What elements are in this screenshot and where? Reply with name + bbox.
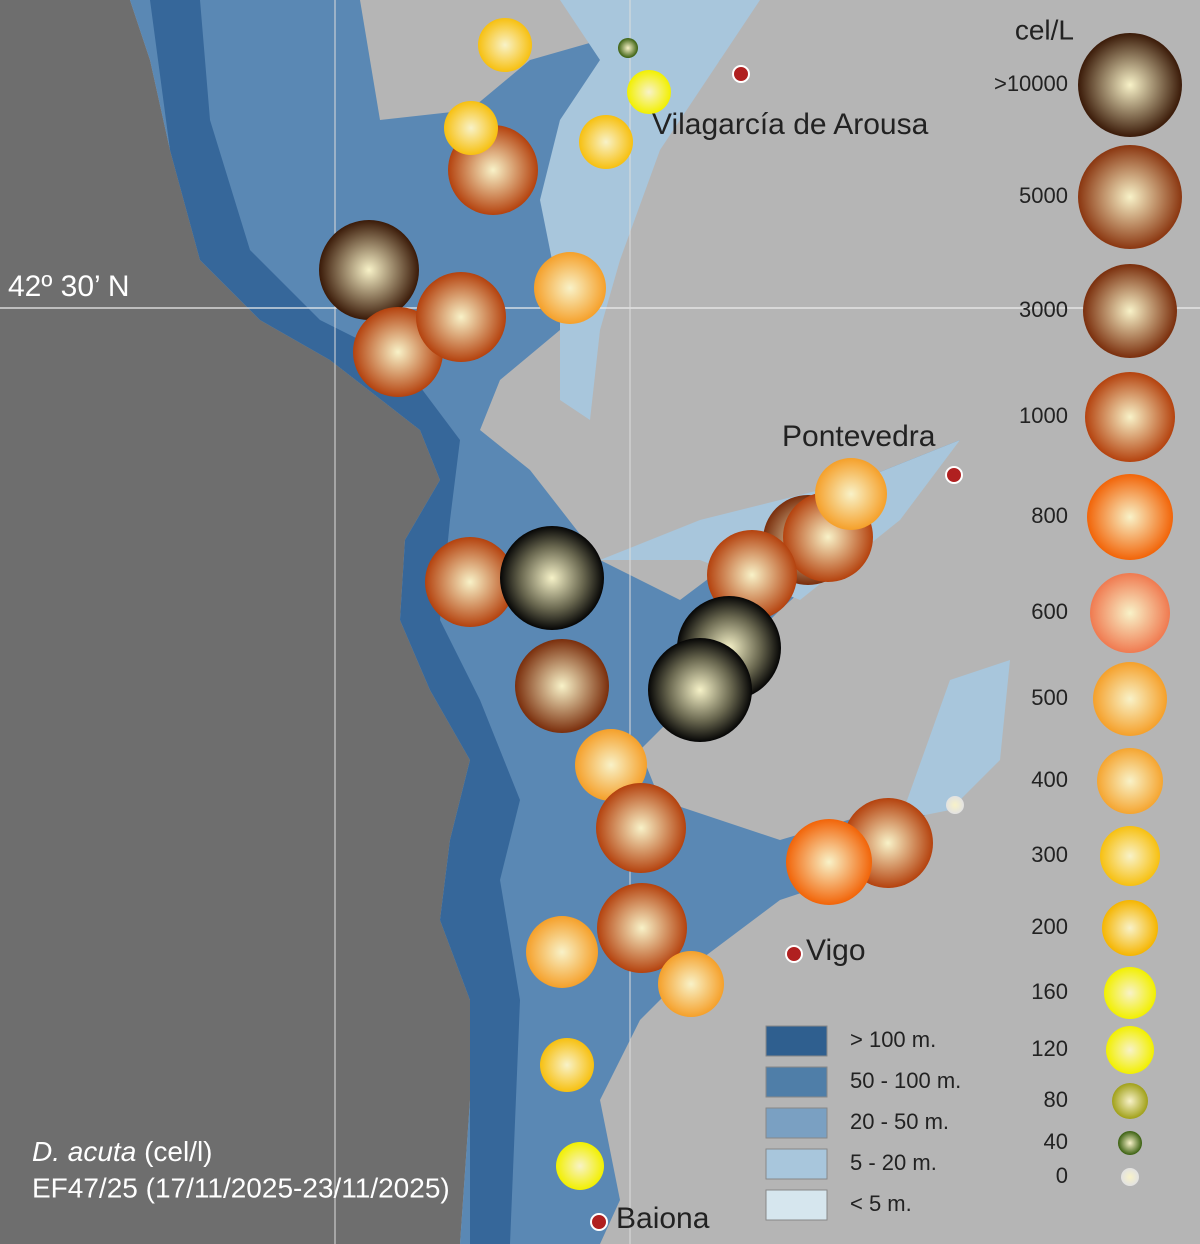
station-marker — [478, 18, 532, 72]
station-marker — [618, 38, 638, 58]
depth-label: 50 - 100 m. — [850, 1068, 961, 1093]
sea-deep — [150, 0, 520, 1244]
station-marker — [515, 639, 609, 733]
station-marker — [596, 783, 686, 873]
place-label: Pontevedra — [782, 420, 936, 453]
depth-swatch — [765, 1189, 828, 1221]
legend-label: 200 — [1031, 914, 1068, 939]
legend-swatch — [1083, 264, 1177, 358]
legend-label: 300 — [1031, 842, 1068, 867]
legend-label: >10000 — [994, 71, 1068, 96]
legend-label: 160 — [1031, 979, 1068, 1004]
depth-label: > 100 m. — [850, 1027, 936, 1052]
legend-swatch — [1090, 573, 1170, 653]
station-marker — [526, 916, 598, 988]
legend-label: 80 — [1044, 1087, 1068, 1112]
city-dot — [785, 945, 803, 963]
legend-label: 3000 — [1019, 297, 1068, 322]
legend-swatch — [1112, 1083, 1148, 1119]
depth-label: 20 - 50 m. — [850, 1109, 949, 1134]
species: D. acuta — [32, 1136, 136, 1167]
depth-swatch — [765, 1066, 828, 1098]
legend-label: 1000 — [1019, 403, 1068, 428]
legend-label: 120 — [1031, 1036, 1068, 1061]
station-marker — [534, 252, 606, 324]
ocean — [0, 0, 470, 1244]
station-marker — [575, 729, 647, 801]
station-marker — [556, 1142, 604, 1190]
legend-label: 400 — [1031, 767, 1068, 792]
station-marker — [946, 796, 964, 814]
legend-swatch — [1078, 33, 1182, 137]
station-marker — [627, 70, 671, 114]
station-marker — [815, 458, 887, 530]
title: D. acuta (cel/l) — [32, 1136, 213, 1167]
period: EF47/25 (17/11/2025-23/11/2025) — [32, 1172, 450, 1203]
city-dot — [590, 1213, 608, 1231]
depth-legend: > 100 m. 50 - 100 m. 20 - 50 m. 5 - 20 m. < … — [765, 1025, 961, 1221]
legend-swatch — [1085, 372, 1175, 462]
latitude-label: 42º 30’ N — [8, 270, 130, 303]
place-label: Vigo — [806, 934, 866, 967]
station-marker — [786, 819, 872, 905]
legend-swatch — [1104, 967, 1156, 1019]
concentration-legend: >100005000300010008006005004003002001601… — [994, 33, 1182, 1188]
legend-swatch — [1078, 145, 1182, 249]
unit: (cel/l) — [144, 1136, 212, 1167]
depth-swatch — [765, 1107, 828, 1139]
legend-swatch — [1100, 826, 1160, 886]
legend-swatch — [1118, 1131, 1142, 1155]
depth-label: 5 - 20 m. — [850, 1150, 937, 1175]
legend-label: 5000 — [1019, 183, 1068, 208]
legend-label: 600 — [1031, 599, 1068, 624]
legend-title: cel/L — [1015, 14, 1074, 45]
legend-swatch — [1087, 474, 1173, 560]
legend-swatch — [1093, 662, 1167, 736]
station-marker — [444, 101, 498, 155]
legend-label: 40 — [1044, 1129, 1068, 1154]
city-dot — [945, 466, 963, 484]
depth-swatch — [765, 1025, 828, 1057]
legend-label: 0 — [1056, 1163, 1068, 1188]
legend-label: 800 — [1031, 503, 1068, 528]
sea-shallow — [540, 0, 1010, 820]
depth-swatch — [765, 1148, 828, 1180]
place-label: Vilagarcía de Arousa — [652, 108, 929, 141]
station-marker — [658, 951, 724, 1017]
city-dot — [732, 65, 750, 83]
station-marker — [416, 272, 506, 362]
stations — [319, 18, 964, 1190]
legend-swatch — [1102, 900, 1158, 956]
station-marker — [648, 638, 752, 742]
depth-label: < 5 m. — [850, 1191, 912, 1216]
place-label: Baiona — [616, 1202, 710, 1235]
station-marker — [425, 537, 515, 627]
station-marker — [597, 883, 687, 973]
station-marker — [319, 220, 419, 320]
legend-label: 500 — [1031, 685, 1068, 710]
legend-swatch — [1121, 1168, 1139, 1186]
station-marker — [540, 1038, 594, 1092]
station-marker — [579, 115, 633, 169]
legend-swatch — [1106, 1026, 1154, 1074]
legend-swatch — [1097, 748, 1163, 814]
station-marker — [500, 526, 604, 630]
